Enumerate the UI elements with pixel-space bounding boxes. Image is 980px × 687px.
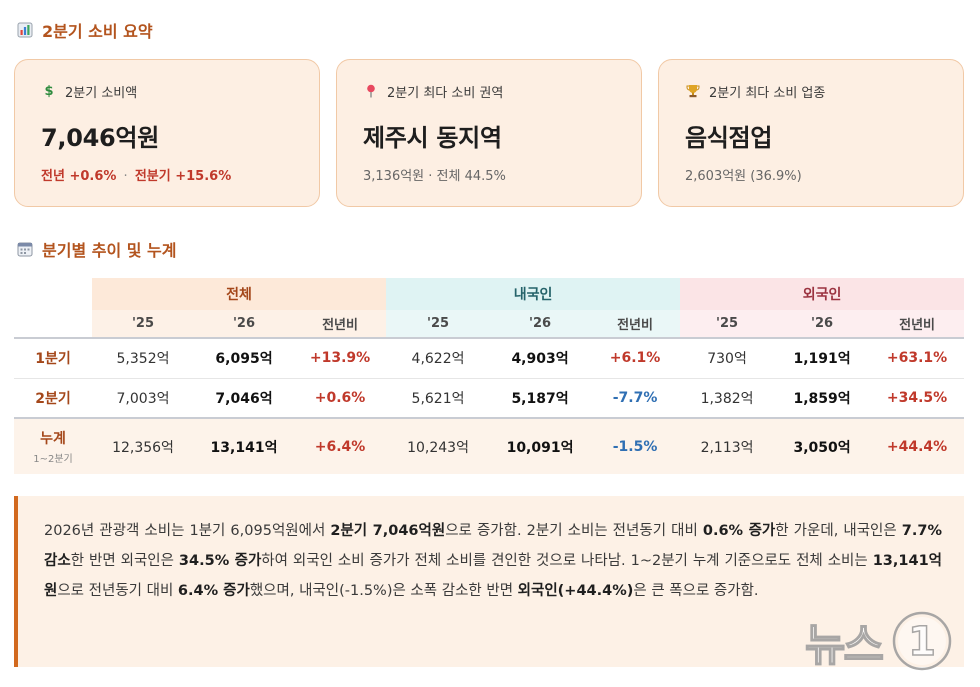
watermark-circle-mark: 1 xyxy=(892,611,952,671)
group-header-total: 전체 xyxy=(92,278,387,310)
summary-highlight: 6.4% 증가 xyxy=(177,583,250,599)
table-cell: 4,622억 xyxy=(386,337,491,379)
table-cell: 10,243억 xyxy=(386,417,491,474)
table-cell: 13,141억 xyxy=(194,417,294,474)
separator-dot: · xyxy=(123,169,128,184)
summary-section-title: 2분기 소비 요약 xyxy=(16,18,153,42)
table-cell: 10,091억 xyxy=(490,417,591,474)
pushpin-icon xyxy=(363,83,379,99)
summary-highlight: 7.7% 감소 xyxy=(44,523,942,569)
card-label: 2분기 소비액 xyxy=(65,85,138,101)
summary-text: 으로 증가함. 2분기 소비는 전년동기 대비 xyxy=(445,523,703,539)
group-header-domestic: 내국인 xyxy=(386,278,681,310)
card-top-region: 2분기 최다 소비 권역 제주시 동지역 3,136억원 · 전체 44.5% xyxy=(336,59,642,207)
summary-paragraph: 2026년 관광객 소비는 1분기 6,095억원에서 2분기 7,046억원으… xyxy=(14,496,964,667)
table-cell: 3,050억 xyxy=(774,417,871,474)
table-cell: -1.5% xyxy=(590,417,681,474)
table-cell: +63.1% xyxy=(870,337,965,379)
table-cell: 5,621억 xyxy=(386,378,491,419)
bar-chart-icon xyxy=(16,21,34,39)
col-header: '26 xyxy=(194,310,294,338)
section-title-text: 2분기 소비 요약 xyxy=(42,22,153,41)
table-cell: 1,382억 xyxy=(680,378,775,419)
table-row-cumulative: 누계 1~2분기 12,356억 13,141억 +6.4% 10,243억 1… xyxy=(14,417,965,474)
qoq-change: 전분기 +15.6% xyxy=(134,169,232,184)
news1-watermark-logo: 뉴스 1 xyxy=(804,609,958,673)
col-header: 전년비 xyxy=(590,310,681,338)
col-header: '25 xyxy=(680,310,775,338)
summary-highlight: 0.6% 증가 xyxy=(702,523,776,539)
table-cell: 7,003억 xyxy=(92,378,194,419)
summary-text: 으로 전년동기 대비 xyxy=(57,583,178,599)
table-cell: 730억 xyxy=(680,337,775,379)
card-quarter-spending: $ 2분기 소비액 7,046억원 전년 +0.6% · 전분기 +15.6% xyxy=(14,59,320,207)
table-cell: 7,046억 xyxy=(194,378,294,419)
card-label: 2분기 최다 소비 업종 xyxy=(709,85,826,101)
row-label-sub: 1~2분기 xyxy=(33,454,73,465)
table-cell: 5,352억 xyxy=(92,337,194,379)
summary-highlight: 34.5% 증가 xyxy=(178,553,262,569)
quarterly-table: 전체 내국인 외국인 '25 '26 전년비 '25 '26 전년비 '25 '… xyxy=(14,278,965,474)
summary-text: 했으며, 내국인(-1.5%)은 소폭 감소한 반면 xyxy=(249,583,518,599)
table-cell: +0.6% xyxy=(294,378,387,419)
col-header: '25 xyxy=(92,310,194,338)
table-cell: +6.4% xyxy=(294,417,387,474)
summary-text: 한 반면 외국인은 xyxy=(70,553,179,569)
table-cell: +13.9% xyxy=(294,337,387,379)
col-header: 전년비 xyxy=(294,310,387,338)
table-cell: +34.5% xyxy=(870,378,965,419)
trophy-icon xyxy=(685,83,701,99)
table-cell: 12,356억 xyxy=(92,417,194,474)
row-label: 1분기 xyxy=(14,337,92,379)
table-cell: 6,095억 xyxy=(194,337,294,379)
row-label: 2분기 xyxy=(14,378,92,419)
col-header: '25 xyxy=(386,310,491,338)
row-label-main: 누계 xyxy=(40,431,66,447)
card-value: 음식점업 xyxy=(685,124,773,152)
table-cell: 1,859억 xyxy=(774,378,871,419)
table-cell: 1,191억 xyxy=(774,337,871,379)
trend-section-title: 분기별 추이 및 누계 xyxy=(16,237,176,261)
summary-highlight: 2분기 7,046억원 xyxy=(330,523,446,539)
summary-text: 하여 외국인 소비 증가가 전체 소비를 견인한 것으로 나타남. 1~2분기 … xyxy=(261,553,873,569)
card-top-industry: 2분기 최다 소비 업종 음식점업 2,603억원 (36.9%) xyxy=(658,59,964,207)
table-cell: +6.1% xyxy=(590,337,681,379)
table-row-q2: 2분기 7,003억 7,046억 +0.6% 5,621억 5,187억 -7… xyxy=(14,378,965,419)
summary-text: 2026년 관광객 소비는 1분기 6,095억원에서 xyxy=(44,523,331,539)
watermark-mark: 1 xyxy=(908,619,936,665)
table-cell: 5,187억 xyxy=(490,378,591,419)
table-cell: 4,903억 xyxy=(490,337,591,379)
card-value: 제주시 동지역 xyxy=(363,124,502,152)
table-cell: -7.7% xyxy=(590,378,681,419)
summary-text: 한 가운데, 내국인은 xyxy=(775,523,902,539)
table-cell: +44.4% xyxy=(870,417,965,474)
watermark-text: 뉴스 xyxy=(804,619,884,672)
yoy-change: 전년 +0.6% xyxy=(41,169,117,184)
col-header: '26 xyxy=(774,310,871,338)
table-row-q1: 1분기 5,352억 6,095억 +13.9% 4,622억 4,903억 +… xyxy=(14,337,965,379)
card-sub: 3,136억원 · 전체 44.5% xyxy=(363,169,506,184)
card-label: 2분기 최다 소비 권역 xyxy=(387,85,504,101)
section-title-text: 분기별 추이 및 누계 xyxy=(42,241,177,260)
col-header: 전년비 xyxy=(870,310,965,338)
card-value: 7,046억원 xyxy=(41,124,159,152)
row-label: 누계 1~2분기 xyxy=(14,417,92,474)
group-header-foreign: 외국인 xyxy=(680,278,965,310)
col-header: '26 xyxy=(490,310,591,338)
summary-text: 은 큰 폭으로 증가함. xyxy=(633,583,759,599)
card-sub: 전년 +0.6% · 전분기 +15.6% xyxy=(41,165,295,184)
dollar-sign-icon: $ xyxy=(44,83,54,99)
summary-highlight: 13,141억원 xyxy=(44,553,942,599)
summary-cards: $ 2분기 소비액 7,046억원 전년 +0.6% · 전분기 +15.6% … xyxy=(14,59,964,207)
calendar-icon xyxy=(16,240,34,258)
quarterly-table-wrap: 전체 내국인 외국인 '25 '26 전년비 '25 '26 전년비 '25 '… xyxy=(14,278,965,474)
table-cell: 2,113억 xyxy=(680,417,775,474)
summary-highlight: 외국인(+44.4%) xyxy=(517,583,634,599)
card-sub: 2,603억원 (36.9%) xyxy=(685,169,802,184)
